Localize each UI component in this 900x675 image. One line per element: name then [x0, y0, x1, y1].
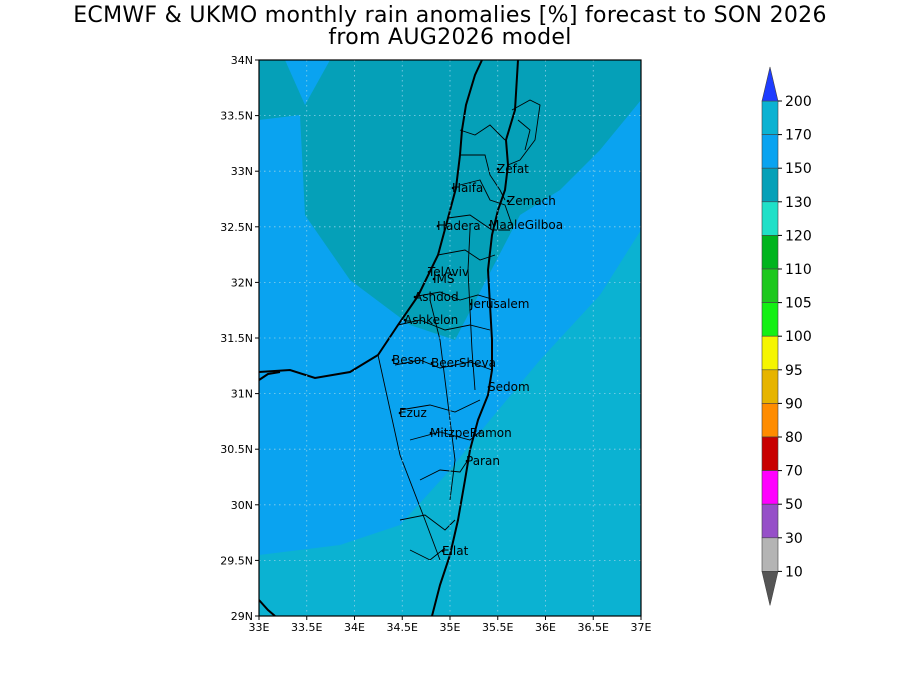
- colorbar: 200 170 150 130 120 110 105 100 95 90 80 70 50 30 10: [761, 66, 812, 606]
- colorbar-label: 200: [785, 94, 812, 110]
- x-tick-label: 34E: [344, 621, 365, 634]
- colorbar-swatch: [761, 100, 779, 135]
- x-tick-label: 36E: [535, 621, 556, 634]
- place-dot: [451, 186, 455, 190]
- place-label-ezuz: Ezuz: [399, 406, 427, 420]
- place-label-mitzperamon: MitzpeRamon: [430, 426, 512, 440]
- place-label-zemach: Zemach: [507, 194, 556, 208]
- place-label-beersheva: BeerSheva: [431, 356, 496, 370]
- place-dot: [506, 199, 510, 203]
- colorbar-label: 130: [785, 195, 812, 211]
- x-axis-ticks: 33E 33.5E 34E 34.5E 35E 35.5E 36E 36.5E 37E: [249, 616, 652, 634]
- x-tick-label: 34.5E: [387, 621, 418, 634]
- y-axis-ticks: 29N 29.5N 30N 30.5N 31N 31.5N 32N 32.5N 33N 33.5N…: [220, 54, 259, 623]
- place-dot: [413, 295, 417, 299]
- place-label-telaviv: TelAviv: [427, 265, 469, 279]
- y-tick-label: 31N: [231, 388, 253, 401]
- place-dot: [391, 358, 395, 362]
- place-label-ims: IMS: [433, 272, 455, 286]
- place-dot: [436, 224, 440, 228]
- colorbar-label: 70: [785, 464, 803, 480]
- y-tick-label: 33N: [231, 165, 253, 178]
- place-label-zefat: Zefat: [497, 162, 529, 176]
- colorbar-swatch: [761, 335, 779, 371]
- place-dot: [465, 459, 469, 463]
- place-label-jerusalem: Jerusalem: [469, 297, 529, 311]
- colorbar-label: 10: [785, 564, 803, 580]
- y-tick-label: 29.5N: [220, 554, 253, 567]
- place-label-besor: Besor: [392, 353, 426, 367]
- colorbar-label: 110: [785, 262, 812, 278]
- colorbar-swatch: [761, 201, 779, 236]
- colorbar-top-arrow: [761, 66, 779, 102]
- place-dot: [488, 223, 492, 227]
- y-tick-label: 30N: [231, 499, 253, 512]
- place-label-hadera: Hadera: [437, 219, 481, 233]
- colorbar-label: 120: [785, 228, 812, 244]
- colorbar-swatch: [761, 268, 779, 303]
- colorbar-swatch: [761, 167, 779, 203]
- colorbar-swatch: [761, 436, 779, 471]
- place-label-haifa: Haifa: [452, 181, 483, 195]
- colorbar-label: 100: [785, 329, 812, 345]
- colorbar-label: 30: [785, 531, 803, 547]
- colorbar-swatch: [761, 369, 779, 404]
- place-label-maalegilboa: MaaleGilboa: [489, 218, 563, 232]
- y-tick-label: 29N: [231, 610, 253, 623]
- colorbar-swatch: [761, 302, 779, 337]
- colorbar-bottom-arrow: [761, 571, 779, 606]
- y-tick-label: 34N: [231, 54, 253, 67]
- place-label-ashkelon: Ashkelon: [404, 313, 458, 327]
- colorbar-label: 95: [785, 363, 803, 379]
- map-title-line-1: ECMWF & UKMO monthly rain anomalies [%] …: [73, 3, 827, 28]
- x-tick-label: 37E: [631, 621, 652, 634]
- x-tick-label: 33.5E: [291, 621, 322, 634]
- map-title-line-2: from AUG2026 model: [328, 25, 572, 50]
- colorbar-swatch: [761, 470, 779, 505]
- place-dot: [403, 318, 407, 322]
- place-dot: [469, 302, 473, 306]
- colorbar-label: 170: [785, 128, 812, 144]
- place-dot: [487, 385, 491, 389]
- colorbar-label: 80: [785, 430, 803, 446]
- y-tick-label: 32.5N: [220, 221, 253, 234]
- x-tick-label: 35E: [440, 621, 461, 634]
- place-dot: [441, 549, 445, 553]
- colorbar-swatch: [761, 503, 779, 539]
- place-markers: Zefat Haifa Zemach Hadera MaaleGilboa TelAviv…: [391, 162, 563, 558]
- y-tick-label: 32N: [231, 276, 253, 289]
- fill-150-170-corner: [285, 60, 330, 105]
- colorbar-swatch: [761, 134, 779, 169]
- place-dot: [430, 361, 434, 365]
- x-tick-label: 33E: [249, 621, 270, 634]
- colorbar-label: 105: [785, 296, 812, 312]
- lat-lon-grid: [259, 60, 641, 616]
- y-tick-label: 30.5N: [220, 443, 253, 456]
- colorbar-swatch: [761, 537, 779, 572]
- place-label-ashdod: Ashdod: [414, 290, 459, 304]
- y-tick-label: 33.5N: [220, 110, 253, 123]
- colorbar-label: 150: [785, 161, 812, 177]
- x-tick-label: 35.5E: [482, 621, 513, 634]
- place-dot: [427, 270, 431, 274]
- place-dot: [432, 277, 436, 281]
- colorbar-label: 90: [785, 396, 803, 412]
- place-dot: [398, 411, 402, 415]
- colorbar-swatch: [761, 403, 779, 438]
- place-dot: [496, 167, 500, 171]
- place-dot: [429, 431, 433, 435]
- place-label-sedom: Sedom: [488, 380, 530, 394]
- x-tick-label: 36.5E: [578, 621, 609, 634]
- colorbar-swatch: [761, 235, 779, 270]
- place-label-paran: Paran: [466, 454, 500, 468]
- colorbar-label: 50: [785, 497, 803, 513]
- place-label-eilat: Eilat: [442, 544, 469, 558]
- y-tick-label: 31.5N: [220, 332, 253, 345]
